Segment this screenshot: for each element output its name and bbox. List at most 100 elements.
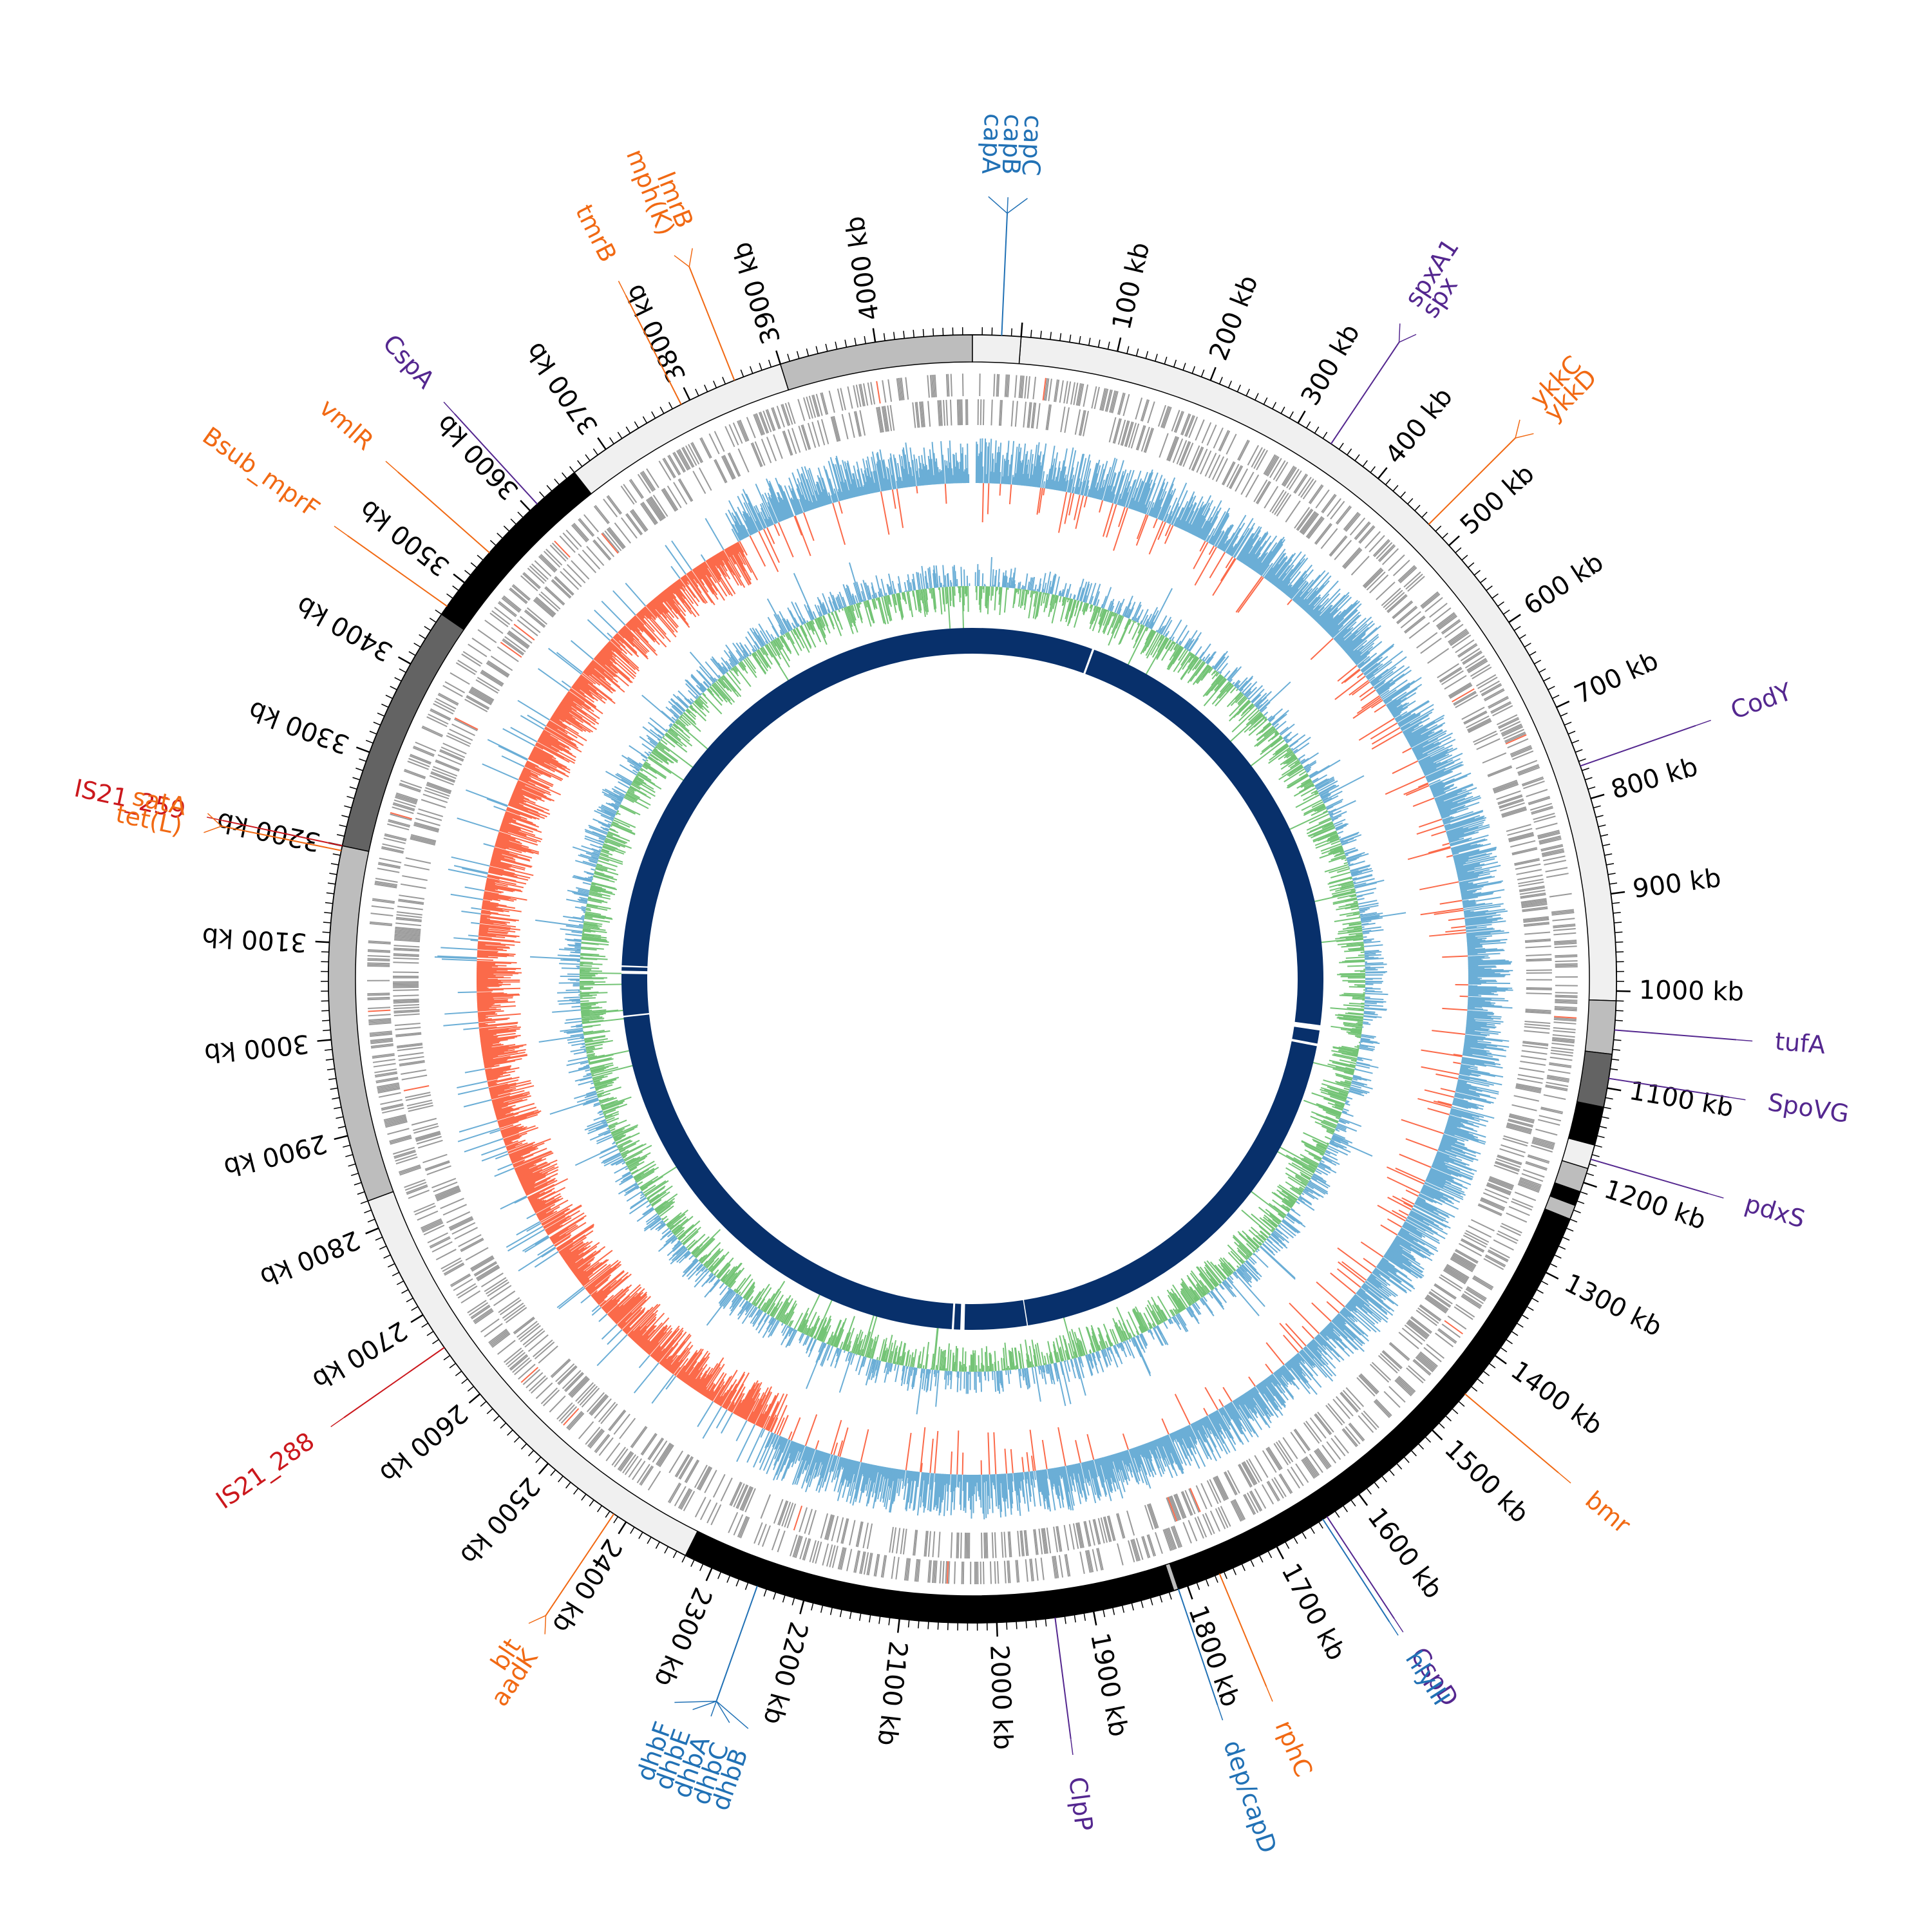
cds-feature bbox=[489, 612, 509, 627]
cds-feature bbox=[1518, 881, 1544, 887]
gc-skew-bar bbox=[1196, 518, 1206, 537]
gc-skew-bar bbox=[1072, 486, 1075, 494]
gc-skew-bar bbox=[1166, 497, 1178, 523]
cds-feature bbox=[728, 424, 739, 446]
tick-mark bbox=[343, 1144, 351, 1148]
gc-skew-bar bbox=[1074, 453, 1084, 494]
tick-mark bbox=[1209, 366, 1217, 381]
cds-feature bbox=[434, 700, 455, 712]
tick-mark bbox=[455, 1370, 462, 1376]
cds-feature bbox=[931, 375, 934, 398]
cds-feature bbox=[1235, 468, 1248, 492]
tick-mark bbox=[699, 1564, 704, 1571]
cds-feature bbox=[1546, 1077, 1569, 1083]
cds-feature bbox=[474, 1310, 494, 1325]
gc-skew-bar bbox=[1468, 974, 1511, 976]
cds-feature bbox=[397, 1043, 422, 1047]
gc-skew-bar bbox=[1350, 650, 1361, 659]
tick-mark bbox=[1362, 460, 1368, 467]
cds-feature bbox=[407, 1102, 433, 1110]
gc-skew-bar bbox=[1143, 482, 1156, 514]
tick-mark bbox=[1399, 491, 1406, 498]
gc-skew-bar bbox=[1365, 668, 1379, 678]
cds-feature bbox=[497, 646, 519, 663]
cds-feature bbox=[833, 415, 841, 442]
cds-feature bbox=[1437, 663, 1459, 679]
gc-skew-bar bbox=[1033, 442, 1040, 488]
gc-skew-bar bbox=[1111, 494, 1115, 504]
gc-skew-bar bbox=[464, 1068, 486, 1074]
gc-skew-bar bbox=[1426, 763, 1463, 781]
gc-skew-bar bbox=[1100, 473, 1109, 500]
gc-skew-bar bbox=[1392, 760, 1419, 774]
cds-feature bbox=[422, 1153, 448, 1164]
cds-feature bbox=[1025, 1530, 1029, 1556]
cds-feature bbox=[1499, 798, 1524, 808]
cds-feature bbox=[1461, 1238, 1485, 1252]
tick-mark bbox=[592, 448, 598, 455]
gc-skew-bar bbox=[1012, 477, 1015, 485]
cds-feature bbox=[393, 949, 420, 952]
cds-feature bbox=[899, 377, 904, 401]
tick-mark bbox=[744, 1582, 749, 1590]
gc-skew-bar bbox=[1255, 562, 1262, 573]
cds-feature bbox=[1226, 433, 1237, 455]
cds-feature bbox=[1092, 1549, 1098, 1571]
gc-skew-bar bbox=[1091, 465, 1101, 498]
cds-feature bbox=[1097, 1548, 1104, 1571]
cds-feature bbox=[931, 1560, 935, 1584]
cds-feature bbox=[1295, 1463, 1309, 1483]
cds-feature bbox=[1369, 574, 1389, 594]
cds-feature bbox=[1103, 1517, 1111, 1542]
cds-feature bbox=[557, 1365, 577, 1385]
cds-feature bbox=[1524, 938, 1551, 942]
cds-feature bbox=[444, 681, 466, 694]
cds-feature bbox=[641, 471, 655, 491]
tick-mark bbox=[1305, 421, 1311, 429]
cds-feature bbox=[1376, 582, 1396, 600]
cds-feature bbox=[642, 470, 656, 491]
gc-skew-bar bbox=[1378, 687, 1390, 696]
gc-skew-bar bbox=[1060, 466, 1066, 491]
tick-mark bbox=[1223, 1571, 1227, 1579]
tick-mark bbox=[337, 1126, 346, 1129]
gc-skew-bar bbox=[477, 971, 515, 973]
gc-skew-bar bbox=[1157, 522, 1166, 540]
cds-feature bbox=[1464, 1232, 1488, 1245]
cds-feature bbox=[855, 411, 862, 437]
cds-feature bbox=[393, 1013, 420, 1017]
cds-feature bbox=[1520, 899, 1547, 905]
gc-skew-bar bbox=[1190, 504, 1206, 535]
cds-feature bbox=[1417, 1354, 1435, 1370]
cds-feature bbox=[1555, 999, 1578, 1001]
cds-feature bbox=[1458, 1243, 1482, 1256]
gc-skew-bar bbox=[1217, 524, 1232, 549]
gc-skew-bar bbox=[1081, 460, 1092, 496]
tick-mark bbox=[497, 533, 504, 539]
gc-skew-bar bbox=[1050, 452, 1059, 490]
gc-skew-bar bbox=[1227, 545, 1234, 554]
cds-feature bbox=[1045, 404, 1050, 430]
cds-feature bbox=[1078, 383, 1084, 406]
cds-feature bbox=[1501, 723, 1522, 735]
gc-skew-bar bbox=[1302, 1325, 1314, 1340]
cds-feature bbox=[448, 1216, 473, 1229]
gc-skew-bar bbox=[1121, 469, 1135, 507]
cds-feature bbox=[1274, 493, 1289, 515]
cds-feature bbox=[649, 497, 665, 520]
cds-feature bbox=[1439, 1276, 1461, 1292]
tick-mark bbox=[1267, 1551, 1273, 1558]
cds-feature bbox=[1019, 375, 1023, 399]
cds-feature bbox=[776, 405, 785, 428]
gc-skew-bar bbox=[1407, 724, 1438, 742]
cds-feature bbox=[368, 940, 391, 943]
cds-feature bbox=[393, 947, 420, 951]
gc-skew-bar bbox=[1276, 580, 1283, 589]
gc-skew-bar bbox=[1309, 605, 1320, 616]
gc-skew-bar bbox=[1330, 1272, 1356, 1294]
gc-skew-bar bbox=[1421, 1049, 1463, 1057]
cds-feature bbox=[1388, 1343, 1410, 1361]
tick-mark bbox=[1334, 1511, 1340, 1518]
cds-feature bbox=[468, 643, 488, 658]
cds-feature bbox=[422, 725, 444, 737]
